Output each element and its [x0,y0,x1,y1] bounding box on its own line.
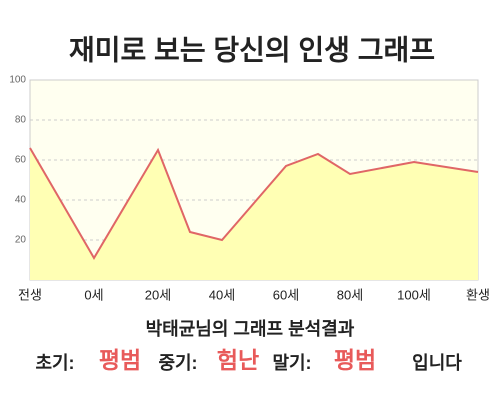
summary-value: 평범 [99,347,141,373]
y-tick-label: 80 [15,115,27,126]
summary-value: 평범 [334,347,376,373]
subtitle: 박태균님의 그래프 분석결과 [146,319,355,339]
area [30,148,478,280]
y-tick-label: 100 [9,75,26,86]
summary-label: 중기: [158,353,197,373]
x-tick-label: 40세 [209,287,235,302]
x-tick-label: 60세 [273,287,299,302]
y-tick-label: 60 [15,155,27,166]
x-tick-label: 100세 [397,287,431,302]
y-tick-label: 20 [15,235,27,246]
y-tick-label: 40 [15,195,27,206]
x-tick-label: 0세 [84,287,103,302]
x-tick-label: 80세 [337,287,363,302]
x-tick-label: 환생 [466,287,490,302]
summary-label: 초기: [35,353,74,373]
summary-value: 험난 [217,347,259,373]
summary-ending: 입니다 [412,352,462,373]
chart-title: 재미로 보는 당신의 인생 그래프 [69,34,435,65]
x-tick-label: 전생 [18,287,42,302]
x-tick-label: 20세 [145,287,171,302]
summary-label: 말기: [272,353,311,373]
line [29,147,479,260]
